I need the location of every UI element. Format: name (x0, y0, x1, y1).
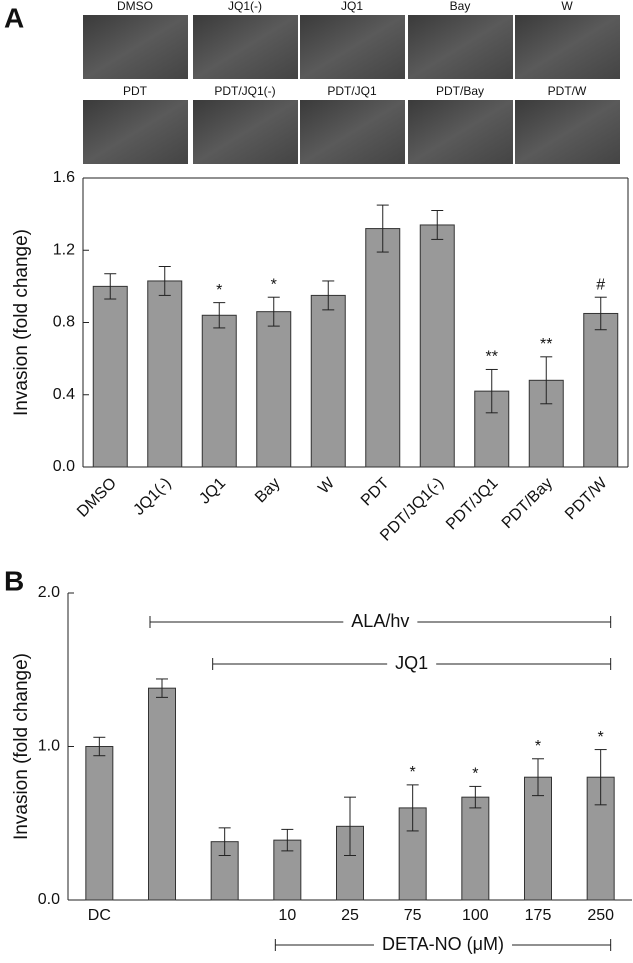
significance-marker: # (596, 276, 605, 293)
x-tick-label: PDT (358, 475, 393, 510)
micrograph (408, 100, 513, 164)
significance-marker: * (598, 729, 604, 746)
y-tick-label: 2.0 (38, 584, 60, 601)
x-tick-label: 10 (278, 907, 296, 924)
y-axis-label: Invasion (fold change) (11, 229, 32, 416)
micrograph (300, 100, 405, 164)
bracket-label: JQ1 (395, 653, 428, 673)
x-tick-label: PDT/W (562, 474, 611, 523)
micrograph (83, 100, 188, 164)
x-axis-gap (373, 937, 513, 953)
image-label: JQ1 (341, 0, 363, 13)
significance-marker: * (216, 282, 222, 299)
micrograph (193, 15, 298, 79)
micrograph (515, 15, 620, 79)
x-tick-label: 100 (462, 907, 489, 924)
micrograph (193, 100, 298, 164)
micrograph (515, 100, 620, 164)
bar (201, 314, 237, 468)
image-label: DMSO (117, 0, 153, 13)
y-tick-label: 0.8 (53, 314, 75, 331)
bracket-gap (387, 656, 437, 672)
micrograph (408, 15, 513, 79)
y-tick-label: 0.0 (53, 458, 75, 475)
x-tick-label: DMSO (74, 475, 120, 521)
x-tick-label: PDT/JQ1 (443, 475, 502, 534)
x-tick-label: PDT/Bay (499, 475, 556, 532)
panel-label: B (4, 565, 24, 596)
image-label: PDT/JQ1 (327, 84, 377, 98)
y-tick-label: 1.0 (38, 738, 60, 755)
y-tick-label: 0.4 (53, 386, 75, 403)
bar (419, 224, 455, 468)
bar (148, 687, 176, 901)
image-label: PDT (123, 84, 148, 98)
bar (583, 312, 619, 468)
image-label: Bay (450, 0, 471, 13)
bar (474, 390, 510, 468)
micrograph (83, 15, 188, 79)
bar (92, 285, 128, 468)
x-tick-label: JQ1(-) (130, 475, 174, 519)
bar (365, 228, 401, 468)
image-label: PDT/W (548, 84, 587, 98)
x-tick-label: DC (88, 907, 111, 924)
x-tick-label: Bay (252, 475, 284, 507)
bar (524, 776, 552, 901)
significance-marker: * (472, 766, 478, 783)
image-label: PDT/JQ1(-) (214, 84, 275, 98)
bar (256, 311, 292, 468)
significance-marker: * (410, 764, 416, 781)
x-tick-label: 75 (404, 907, 422, 924)
bar (461, 796, 490, 901)
image-label: W (561, 0, 573, 13)
bar (528, 379, 564, 468)
y-axis-label: Invasion (fold change) (11, 653, 32, 840)
panel-label: A (4, 2, 24, 33)
micrograph (300, 15, 405, 79)
x-tick-label: JQ1 (196, 475, 229, 508)
bar (310, 294, 346, 468)
significance-marker: * (271, 276, 277, 293)
y-tick-label: 1.6 (53, 169, 75, 186)
image-label: JQ1(-) (228, 0, 262, 13)
x-tick-label: W (315, 474, 338, 497)
y-tick-label: 1.2 (53, 241, 75, 258)
significance-marker: ** (540, 336, 552, 353)
x-tick-label: 25 (341, 907, 359, 924)
x-axis-label: DETA-NO (μM) (382, 934, 504, 954)
x-tick-label: 175 (525, 907, 552, 924)
y-tick-label: 0.0 (38, 891, 60, 908)
bar (85, 746, 114, 901)
x-tick-label: 250 (587, 907, 614, 924)
significance-marker: * (535, 738, 541, 755)
significance-marker: ** (486, 349, 498, 366)
bar (147, 280, 183, 468)
bracket-gap (343, 614, 418, 630)
bracket-label: ALA/hv (351, 611, 409, 631)
image-label: PDT/Bay (436, 84, 484, 98)
